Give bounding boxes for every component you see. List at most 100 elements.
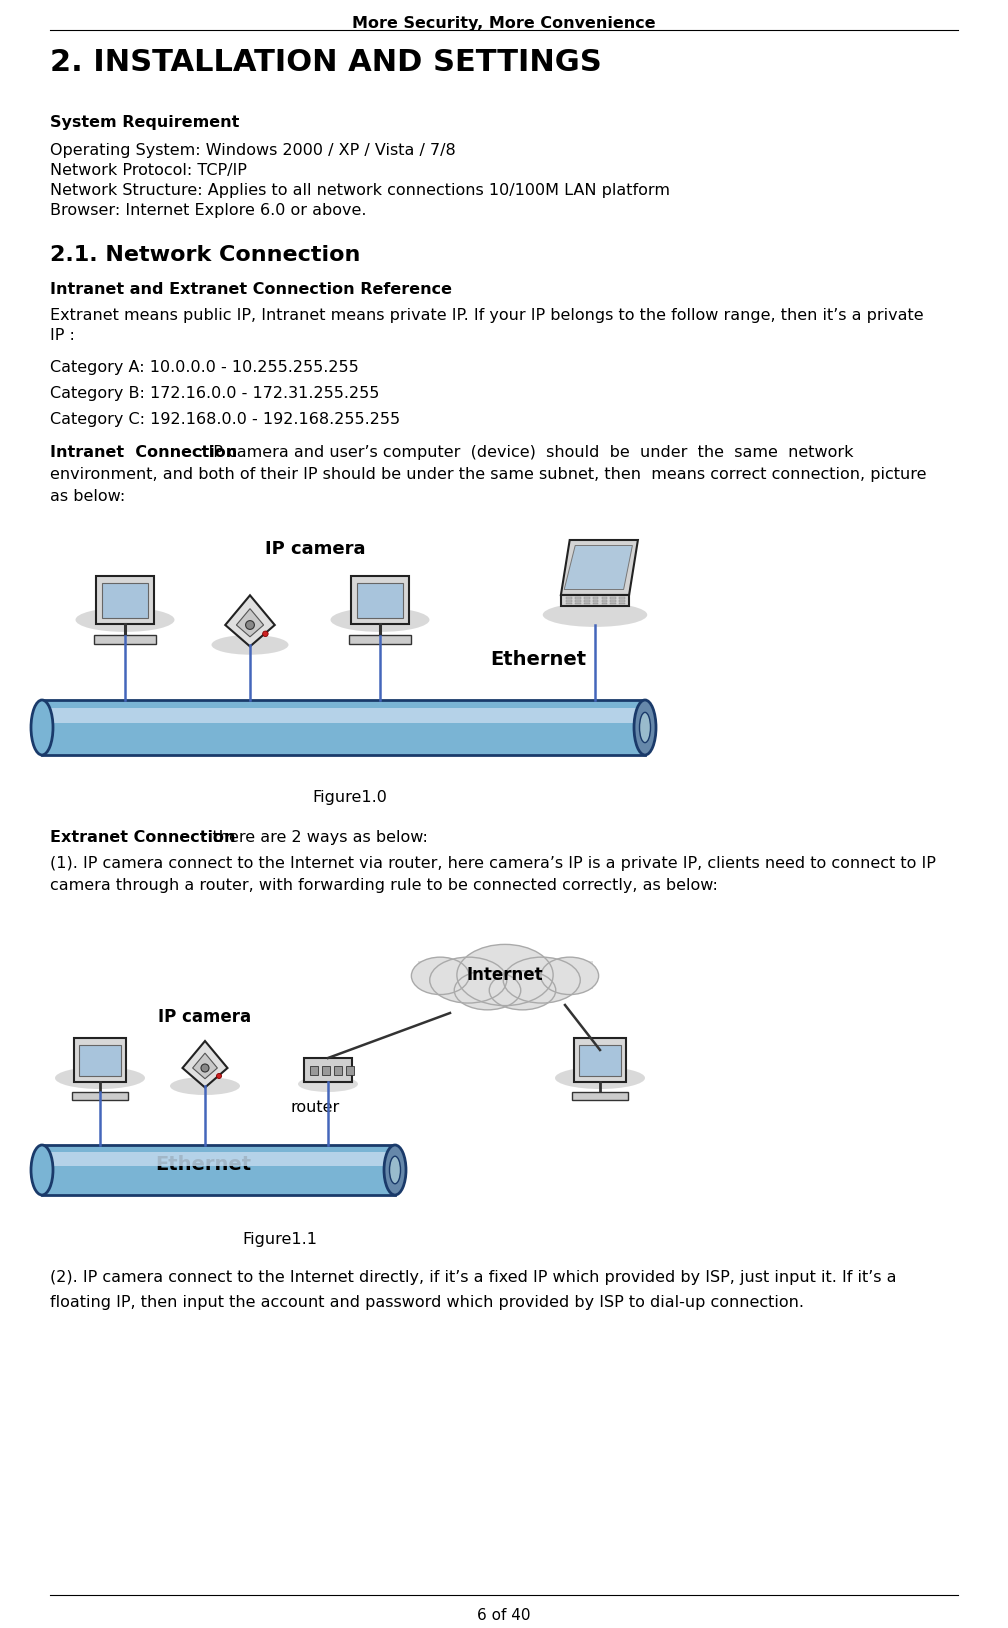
FancyBboxPatch shape (584, 597, 590, 599)
FancyBboxPatch shape (574, 1039, 626, 1083)
Ellipse shape (639, 713, 650, 742)
FancyBboxPatch shape (322, 1066, 330, 1074)
Text: System Requirement: System Requirement (50, 116, 239, 130)
Polygon shape (225, 596, 275, 646)
Text: :: : (202, 116, 208, 130)
FancyBboxPatch shape (334, 1066, 342, 1074)
Text: Ethernet: Ethernet (490, 650, 586, 669)
FancyBboxPatch shape (576, 601, 581, 602)
Text: IP camera: IP camera (265, 540, 366, 558)
FancyBboxPatch shape (304, 1058, 352, 1083)
Text: : there are 2 ways as below:: : there are 2 ways as below: (202, 830, 427, 845)
Ellipse shape (31, 700, 53, 755)
Polygon shape (193, 1053, 218, 1079)
Text: Figure1.0: Figure1.0 (312, 790, 387, 804)
Polygon shape (564, 545, 632, 589)
Text: IP camera: IP camera (158, 1008, 251, 1026)
Ellipse shape (331, 607, 429, 632)
FancyBboxPatch shape (593, 602, 599, 604)
FancyBboxPatch shape (357, 583, 403, 617)
Text: (2). IP camera connect to the Internet directly, if it’s a fixed IP which provid: (2). IP camera connect to the Internet d… (50, 1270, 896, 1284)
FancyBboxPatch shape (45, 708, 642, 723)
Text: Operating System: Windows 2000 / XP / Vista / 7/8: Operating System: Windows 2000 / XP / Vi… (50, 143, 456, 158)
Text: Category C: 192.168.0.0 - 192.168.255.255: Category C: 192.168.0.0 - 192.168.255.25… (50, 412, 400, 427)
FancyBboxPatch shape (579, 1045, 621, 1076)
FancyBboxPatch shape (102, 583, 148, 617)
FancyBboxPatch shape (619, 602, 625, 604)
Text: Ethernet: Ethernet (155, 1154, 251, 1174)
Text: :: : (395, 282, 400, 296)
Text: Figure1.1: Figure1.1 (243, 1232, 318, 1247)
Ellipse shape (263, 632, 268, 637)
Ellipse shape (542, 602, 647, 627)
Ellipse shape (389, 1156, 400, 1184)
FancyBboxPatch shape (42, 700, 645, 755)
FancyBboxPatch shape (417, 962, 593, 988)
Ellipse shape (455, 970, 521, 1009)
Polygon shape (237, 609, 264, 637)
FancyBboxPatch shape (611, 601, 616, 602)
FancyBboxPatch shape (611, 597, 616, 599)
Text: Intranet and Extranet Connection Reference: Intranet and Extranet Connection Referen… (50, 282, 452, 296)
FancyBboxPatch shape (42, 1144, 395, 1195)
Ellipse shape (201, 1065, 209, 1071)
Ellipse shape (555, 1066, 645, 1089)
Ellipse shape (76, 607, 174, 632)
Text: camera through a router, with forwarding rule to be connected correctly, as belo: camera through a router, with forwarding… (50, 877, 718, 894)
Ellipse shape (170, 1078, 240, 1096)
Ellipse shape (55, 1066, 145, 1089)
Text: IP :: IP : (50, 327, 75, 344)
FancyBboxPatch shape (584, 601, 590, 602)
FancyBboxPatch shape (94, 635, 156, 645)
Ellipse shape (217, 1073, 222, 1078)
FancyBboxPatch shape (79, 1045, 121, 1076)
Text: 2. INSTALLATION AND SETTINGS: 2. INSTALLATION AND SETTINGS (50, 47, 602, 77)
Text: floating IP, then input the account and password which provided by ISP to dial-u: floating IP, then input the account and … (50, 1294, 804, 1311)
Text: Internet: Internet (467, 965, 543, 983)
Text: environment, and both of their IP should be under the same subnet, then  means c: environment, and both of their IP should… (50, 467, 926, 482)
FancyBboxPatch shape (593, 597, 599, 599)
Text: Extranet Connection: Extranet Connection (50, 830, 236, 845)
Text: 2.1. Network Connection: 2.1. Network Connection (50, 244, 361, 265)
Text: More Security, More Convenience: More Security, More Convenience (352, 16, 656, 31)
FancyBboxPatch shape (97, 576, 153, 624)
Ellipse shape (298, 1076, 358, 1092)
FancyBboxPatch shape (572, 1092, 628, 1101)
Polygon shape (560, 594, 629, 606)
Text: as below:: as below: (50, 488, 125, 505)
FancyBboxPatch shape (346, 1066, 354, 1074)
FancyBboxPatch shape (349, 635, 411, 645)
Text: : IP camera and user’s computer  (device)  should  be  under  the  same  network: : IP camera and user’s computer (device)… (198, 444, 854, 461)
Ellipse shape (541, 957, 599, 995)
Text: router: router (290, 1101, 340, 1115)
Polygon shape (182, 1040, 228, 1088)
Ellipse shape (31, 1144, 53, 1195)
FancyBboxPatch shape (611, 602, 616, 604)
Text: 6 of 40: 6 of 40 (477, 1608, 531, 1623)
FancyBboxPatch shape (72, 1092, 128, 1101)
Text: Network Structure: Applies to all network connections 10/100M LAN platform: Network Structure: Applies to all networ… (50, 182, 670, 199)
FancyBboxPatch shape (566, 597, 572, 599)
FancyBboxPatch shape (74, 1039, 126, 1083)
FancyBboxPatch shape (310, 1066, 318, 1074)
FancyBboxPatch shape (619, 597, 625, 599)
Text: Browser: Internet Explore 6.0 or above.: Browser: Internet Explore 6.0 or above. (50, 204, 367, 218)
FancyBboxPatch shape (566, 602, 572, 604)
Ellipse shape (411, 957, 469, 995)
FancyBboxPatch shape (584, 602, 590, 604)
Text: Network Protocol: TCP/IP: Network Protocol: TCP/IP (50, 163, 247, 177)
Ellipse shape (489, 970, 555, 1009)
Ellipse shape (429, 957, 507, 1003)
Polygon shape (560, 540, 638, 594)
Text: (1). IP camera connect to the Internet via router, here camera’s IP is a private: (1). IP camera connect to the Internet v… (50, 856, 935, 871)
Ellipse shape (246, 620, 254, 630)
FancyBboxPatch shape (576, 602, 581, 604)
Ellipse shape (212, 635, 288, 654)
Text: Category B: 172.16.0.0 - 172.31.255.255: Category B: 172.16.0.0 - 172.31.255.255 (50, 386, 379, 400)
FancyBboxPatch shape (576, 597, 581, 599)
Ellipse shape (503, 957, 581, 1003)
FancyBboxPatch shape (593, 601, 599, 602)
Text: Intranet  Connection: Intranet Connection (50, 444, 237, 461)
FancyBboxPatch shape (619, 601, 625, 602)
Ellipse shape (457, 944, 553, 1006)
